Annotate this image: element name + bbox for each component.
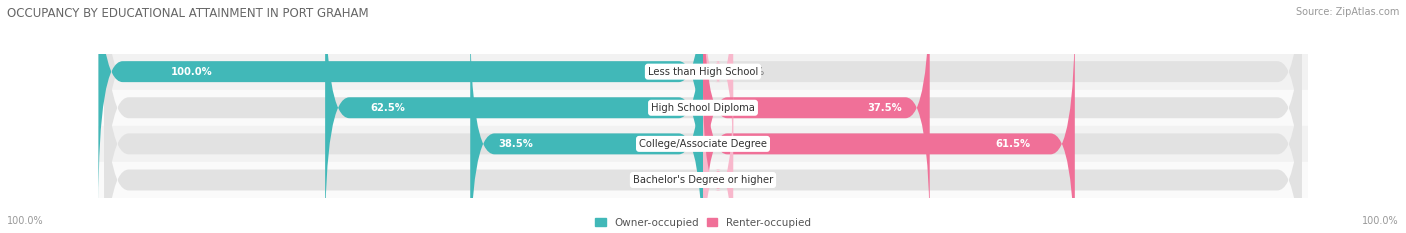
Text: 100.0%: 100.0% [172,67,212,77]
Text: Source: ZipAtlas.com: Source: ZipAtlas.com [1295,7,1399,17]
Text: OCCUPANCY BY EDUCATIONAL ATTAINMENT IN PORT GRAHAM: OCCUPANCY BY EDUCATIONAL ATTAINMENT IN P… [7,7,368,20]
Text: 100.0%: 100.0% [1362,216,1399,226]
Bar [98,90,1308,126]
Text: Bachelor's Degree or higher: Bachelor's Degree or higher [633,175,773,185]
FancyBboxPatch shape [470,10,703,233]
FancyBboxPatch shape [104,46,1302,233]
Legend: Owner-occupied, Renter-occupied: Owner-occupied, Renter-occupied [595,218,811,228]
Text: 38.5%: 38.5% [498,139,533,149]
Text: College/Associate Degree: College/Associate Degree [638,139,768,149]
Text: 61.5%: 61.5% [995,139,1031,149]
FancyBboxPatch shape [325,0,703,233]
FancyBboxPatch shape [703,0,734,170]
Text: 0.0%: 0.0% [740,175,765,185]
Bar [98,54,1308,90]
FancyBboxPatch shape [104,10,1302,233]
Bar [98,162,1308,198]
FancyBboxPatch shape [703,82,734,233]
Text: 0.0%: 0.0% [666,175,690,185]
Text: 62.5%: 62.5% [371,103,405,113]
FancyBboxPatch shape [703,10,1074,233]
FancyBboxPatch shape [98,0,703,206]
FancyBboxPatch shape [703,0,929,233]
Text: 100.0%: 100.0% [7,216,44,226]
Text: 37.5%: 37.5% [868,103,903,113]
Bar [98,126,1308,162]
Text: 0.0%: 0.0% [740,67,765,77]
FancyBboxPatch shape [104,0,1302,206]
FancyBboxPatch shape [104,0,1302,233]
Text: High School Diploma: High School Diploma [651,103,755,113]
Text: Less than High School: Less than High School [648,67,758,77]
